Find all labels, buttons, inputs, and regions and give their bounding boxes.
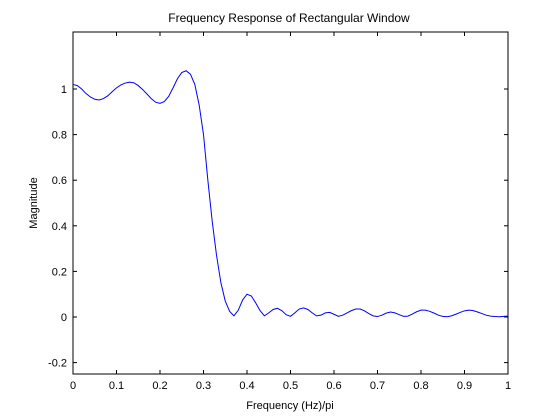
x-axis-ticks: 0 0.1 0.2 0.3 0.4 0.5 0.6 0.7 0.8 0.9 1 [70,32,511,392]
x-tick-label: 0.5 [283,380,298,392]
y-axis-ticks: -0.2 0 0.2 0.4 0.6 0.8 1 [48,84,508,370]
x-axis-label: Frequency (Hz)/pi [246,400,333,412]
y-tick-label: 0 [61,312,67,324]
y-tick-label: -0.2 [48,358,67,370]
x-tick-label: 1 [505,380,511,392]
x-tick-label: 0.6 [326,380,341,392]
y-tick-label: 0.2 [52,266,67,278]
plot-area [72,31,509,375]
x-tick-label: 0.1 [109,380,124,392]
x-tick-label: 0.9 [457,380,472,392]
y-tick-label: 1 [61,84,67,96]
y-axis-label: Magnitude [28,177,40,228]
x-tick-label: 0.4 [239,380,254,392]
x-tick-label: 0 [70,380,76,392]
x-tick-label: 0.7 [370,380,385,392]
y-tick-label: 0.8 [52,130,67,142]
y-tick-label: 0.4 [52,221,67,233]
chart-title: Frequency Response of Rectangular Window [168,11,410,25]
series-line [72,70,509,318]
x-tick-label: 0.3 [196,380,211,392]
x-tick-label: 0.2 [152,380,167,392]
x-tick-label: 0.8 [413,380,428,392]
y-tick-label: 0.6 [52,175,67,187]
